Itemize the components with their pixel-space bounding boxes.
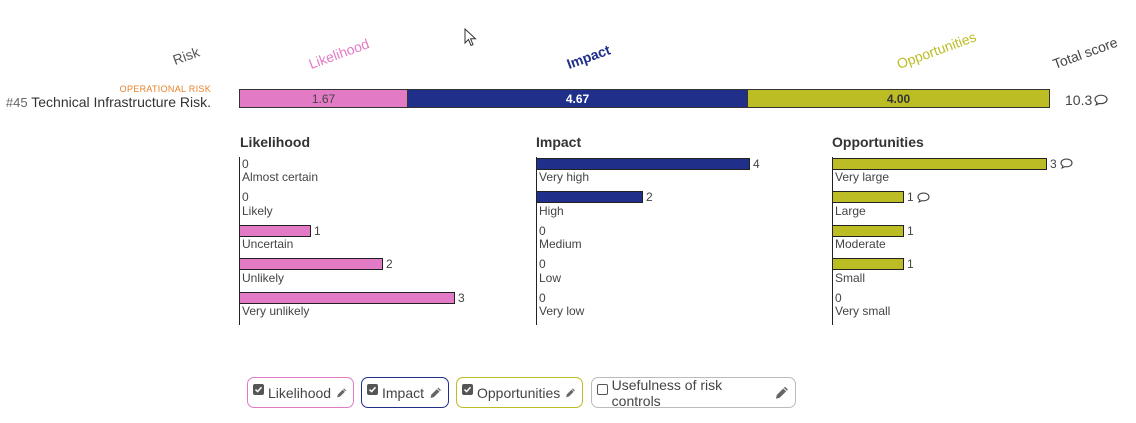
opportunities-chart-axis <box>832 157 833 325</box>
total-score[interactable]: 10.3 <box>1065 92 1108 108</box>
impact-chart-title: Impact <box>536 134 582 150</box>
comment-icon[interactable] <box>1094 94 1108 106</box>
pencil-icon[interactable] <box>335 384 348 402</box>
impact-bar-label: Low <box>539 270 562 285</box>
opportunities-bar <box>832 191 904 203</box>
likelihood-score-segment: 1.67 <box>240 90 408 107</box>
likelihood-bar <box>239 291 455 304</box>
opportunities-bar-row[interactable]: 0 Very small <box>832 291 890 325</box>
filter-chip-likelihood[interactable]: Likelihood <box>247 377 354 408</box>
opportunities-bar-row[interactable]: 1 Large <box>832 191 930 225</box>
total-score-column-header: Total score <box>1050 33 1120 72</box>
usefulness-of-risk-controls-checkbox[interactable] <box>597 384 608 395</box>
opportunities-bar-row[interactable]: 1 Moderate <box>832 224 914 258</box>
impact-bar-row[interactable]: 0 Very low <box>536 291 584 325</box>
usefulness-of-risk-controls-chip-label: Usefulness of risk controls <box>611 376 723 409</box>
risk-column-header: Risk <box>170 43 202 68</box>
likelihood-bar <box>239 258 383 270</box>
likelihood-chip-label: Likelihood <box>268 384 332 401</box>
impact-column-header: Impact <box>564 41 613 72</box>
opportunities-bar <box>832 157 1047 170</box>
opportunities-chip-label: Opportunities <box>477 384 561 401</box>
total-score-value: 10.3 <box>1065 92 1093 108</box>
pencil-icon[interactable] <box>428 384 443 402</box>
likelihood-bar-row[interactable]: 1 Uncertain <box>239 224 321 258</box>
mouse-cursor-icon <box>464 28 477 47</box>
risk-title[interactable]: #45 Technical Infrastructure Risk. <box>0 94 211 110</box>
impact-bar-row[interactable]: 4 Very high <box>536 157 760 191</box>
opportunities-bar-value: 1 <box>907 223 914 238</box>
opportunities-bar-label: Large <box>835 203 866 218</box>
likelihood-bar-row[interactable]: 3 Very unlikely <box>239 291 465 325</box>
impact-checkbox[interactable] <box>367 384 378 395</box>
likelihood-column-header: Likelihood <box>306 35 372 72</box>
likelihood-bar-label: Almost certain <box>242 170 319 184</box>
opportunities-chart-title: Opportunities <box>832 134 924 150</box>
opportunities-bar-value: 1 <box>907 257 914 271</box>
opportunities-bar-row[interactable]: 3 Very large <box>832 157 1073 191</box>
impact-bar-value: 4 <box>753 156 760 171</box>
opportunities-bar-value: 1 <box>907 190 914 204</box>
likelihood-bar-row[interactable]: 0 Likely <box>239 191 273 225</box>
opportunities-bar <box>832 258 904 270</box>
likelihood-bar-label: Uncertain <box>242 237 294 251</box>
impact-chip-label: Impact <box>382 384 425 401</box>
comment-icon[interactable] <box>917 192 930 203</box>
impact-bar <box>536 157 750 170</box>
impact-bar-label: Very high <box>539 170 590 184</box>
impact-bar-value: 2 <box>646 190 653 204</box>
impact-bar-row[interactable]: 0 Low <box>536 258 561 292</box>
likelihood-bar-value: 3 <box>458 290 465 305</box>
score-stacked-bar: 1.67 4.67 4.00 <box>239 89 1050 108</box>
likelihood-bar-value: 1 <box>314 223 321 238</box>
impact-bar-label: Medium <box>539 237 582 251</box>
impact-bar <box>536 191 643 203</box>
opportunities-checkbox[interactable] <box>462 384 473 395</box>
opportunities-bar-row[interactable]: 1 Small <box>832 258 914 292</box>
opportunities-bar-value: 3 <box>1050 156 1057 171</box>
impact-bar-value: 0 <box>539 257 546 271</box>
pencil-icon[interactable] <box>564 384 577 402</box>
opportunities-column-header: Opportunities <box>894 28 979 72</box>
opportunities-score-segment: 4.00 <box>748 90 1049 107</box>
opportunities-bar-label: Very small <box>835 304 891 318</box>
impact-bar-row[interactable]: 0 Medium <box>536 224 582 258</box>
risk-number: #45 <box>5 95 28 110</box>
likelihood-bar-value: 2 <box>386 257 393 271</box>
likelihood-chart-axis <box>239 157 240 325</box>
opportunities-bar <box>832 224 904 237</box>
impact-bar-row[interactable]: 2 High <box>536 191 653 225</box>
filter-chip-impact[interactable]: Impact <box>361 377 449 408</box>
filter-chip-usefulness-of-risk-controls[interactable]: Usefulness of risk controls <box>591 376 796 409</box>
pencil-icon[interactable] <box>773 384 790 402</box>
opportunities-bar-label: Very large <box>835 170 890 184</box>
impact-bar-value: 0 <box>539 290 546 305</box>
opportunities-bar-value: 0 <box>835 290 842 305</box>
impact-bar-label: Very low <box>539 304 585 318</box>
impact-bar-label: High <box>539 203 564 218</box>
opportunities-bar-label: Small <box>835 270 866 285</box>
impact-score-segment: 4.67 <box>408 90 748 107</box>
likelihood-bar-label: Very unlikely <box>242 304 310 318</box>
risk-title-text: Technical Infrastructure Risk. <box>31 94 211 110</box>
likelihood-bar-value: 0 <box>242 190 249 204</box>
likelihood-bar-row[interactable]: 0 Almost certain <box>239 157 318 191</box>
impact-chart-axis <box>536 157 537 325</box>
risk-category-label: OPERATIONAL RISK <box>119 84 211 94</box>
filter-chip-opportunities[interactable]: Opportunities <box>456 377 583 408</box>
likelihood-checkbox[interactable] <box>253 384 264 395</box>
likelihood-bar-value: 0 <box>242 156 249 171</box>
likelihood-bar-label: Unlikely <box>242 270 285 285</box>
likelihood-bar-label: Likely <box>242 203 273 218</box>
comment-icon[interactable] <box>1060 158 1073 169</box>
impact-bar-value: 0 <box>539 223 546 238</box>
likelihood-bar-row[interactable]: 2 Unlikely <box>239 258 393 292</box>
likelihood-chart-title: Likelihood <box>240 134 310 150</box>
opportunities-bar-label: Moderate <box>835 237 886 251</box>
likelihood-bar <box>239 224 311 237</box>
